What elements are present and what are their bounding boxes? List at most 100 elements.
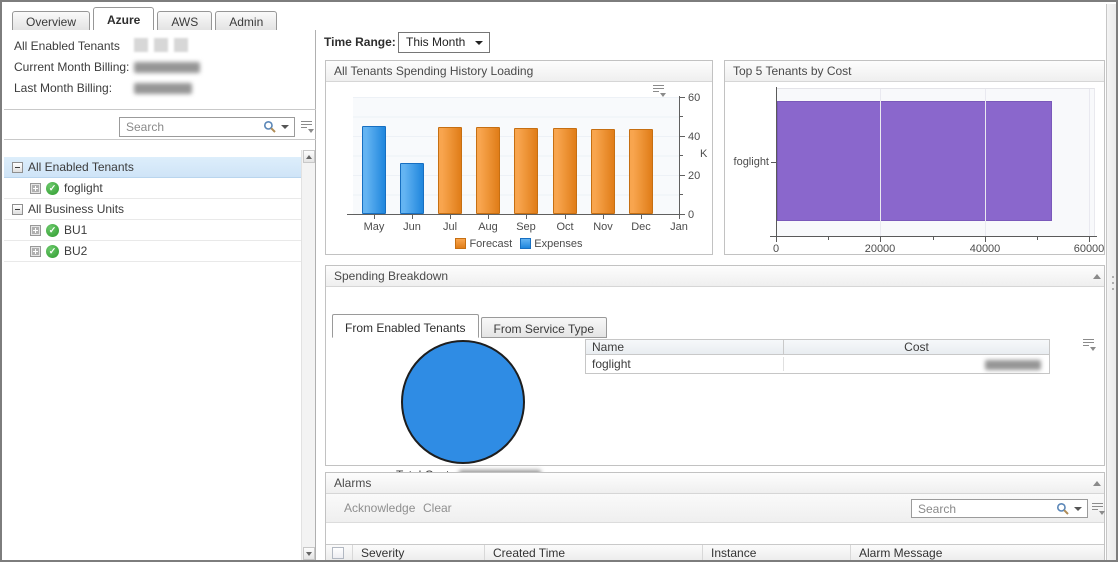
x-axis-label: Nov [593, 221, 613, 233]
y-axis-ticks: 0 20 40 60 [679, 92, 721, 221]
customizer-icon[interactable] [653, 85, 666, 97]
cost-pie-chart[interactable] [401, 340, 525, 464]
redacted-value [134, 83, 192, 94]
top5-bar-foglight[interactable] [777, 101, 1052, 221]
panel-title: Spending Breakdown [334, 269, 449, 283]
search-options-caret-icon[interactable] [1074, 507, 1082, 511]
x-axis-ticks: 0 20000 40000 60000 [773, 237, 1104, 255]
select-all-cell [326, 545, 353, 560]
panel-title: Alarms [334, 476, 372, 490]
column-header-severity[interactable]: Severity [353, 545, 485, 560]
history-bar-jul[interactable] [438, 127, 462, 214]
divider [4, 109, 316, 110]
breakdown-table: Name Cost foglight [585, 339, 1050, 374]
x-axis-label: Aug [478, 221, 498, 233]
right-splitter[interactable] [1106, 4, 1116, 560]
table-header-row: Name Cost [586, 340, 1049, 355]
collapse-icon[interactable] [12, 203, 23, 215]
panel-header: Spending Breakdown [326, 266, 1104, 287]
history-bar-nov[interactable] [591, 129, 615, 214]
history-bar-oct[interactable] [553, 128, 577, 214]
x-axis-label: Sep [516, 221, 536, 233]
sidebar-scrollbar[interactable] [301, 150, 315, 560]
time-range-select[interactable]: This Month [398, 32, 490, 53]
search-icon[interactable] [263, 120, 277, 139]
table-row[interactable]: foglight [586, 355, 1049, 373]
expand-icon[interactable] [30, 182, 41, 194]
column-header-instance[interactable]: Instance [703, 545, 851, 560]
panel-header: Alarms [326, 473, 1104, 494]
x-axis-label: 20000 [864, 243, 896, 255]
customizer-icon[interactable] [301, 121, 314, 133]
tab-overview[interactable]: Overview [12, 11, 91, 32]
history-bar-may[interactable] [362, 126, 386, 214]
cell-cost [784, 357, 1049, 371]
panel-title: Top 5 Tenants by Cost [725, 61, 1104, 82]
x-axis-label: May [363, 221, 385, 233]
sidebar-search-input[interactable] [120, 118, 294, 136]
panel-top5-tenants: Top 5 Tenants by Cost foglight 0 20000 400… [724, 60, 1105, 255]
customizer-icon[interactable] [1083, 339, 1096, 351]
summary-current-billing-label: Current Month Billing: [14, 60, 130, 74]
select-all-checkbox[interactable] [332, 547, 344, 559]
panel-spending-breakdown: Spending Breakdown From Enabled Tenants … [325, 265, 1105, 482]
time-range-value: This Month [406, 35, 466, 49]
chevron-down-icon [475, 41, 483, 45]
column-header-name[interactable]: Name [586, 340, 784, 354]
tree-item-label: All Enabled Tenants [28, 160, 134, 174]
expand-icon[interactable] [30, 245, 41, 257]
tree-item-bu1[interactable]: BU1 [4, 220, 301, 241]
history-bar-aug[interactable] [476, 127, 500, 214]
collapse-icon[interactable] [12, 161, 23, 173]
history-bar-jun[interactable] [400, 163, 424, 214]
tab-admin[interactable]: Admin [215, 11, 278, 32]
tab-from-enabled-tenants[interactable]: From Enabled Tenants [332, 314, 479, 338]
breakdown-tabbar: From Enabled Tenants From Service Type [332, 314, 607, 338]
tree-item-all-enabled-tenants[interactable]: All Enabled Tenants [4, 157, 301, 178]
redacted-value [985, 359, 1041, 370]
collapse-panel-icon[interactable] [1093, 274, 1101, 279]
collapse-panel-icon[interactable] [1093, 481, 1101, 486]
tree-item-bu2[interactable]: BU2 [4, 241, 301, 262]
status-ok-icon [46, 181, 59, 195]
history-chart-plot [353, 97, 679, 214]
panel-alarms: Alarms Acknowledge Clear Severity Cre [325, 472, 1105, 560]
redacted-value [134, 62, 200, 73]
panel-title: All Tenants Spending History Loading [326, 61, 712, 82]
alarms-search [911, 499, 1088, 518]
x-axis-label: Jul [442, 221, 458, 233]
tree-item-label: foglight [64, 181, 103, 195]
history-bar-sep[interactable] [514, 128, 538, 214]
x-axis-label: Dec [631, 221, 651, 233]
customizer-icon[interactable] [1092, 503, 1105, 515]
sidebar-search [119, 117, 295, 137]
alarms-toolbar: Acknowledge Clear [326, 494, 1105, 523]
column-header-cost[interactable]: Cost [904, 340, 929, 354]
chart-legend: Forecast Expenses [326, 238, 712, 250]
tree-item-all-business-units[interactable]: All Business Units [4, 199, 301, 220]
category-label: foglight [733, 156, 769, 168]
scroll-down-button[interactable] [303, 547, 315, 560]
search-icon[interactable] [1056, 502, 1070, 521]
column-header-created-time[interactable]: Created Time [485, 545, 703, 560]
y-axis [776, 87, 777, 237]
tab-from-service-type[interactable]: From Service Type [480, 317, 607, 338]
x-axis-labels: May Jun Jul Aug Sep Oct Nov Dec Jan [353, 221, 688, 234]
legend-swatch-icon [455, 238, 467, 249]
history-bar-dec[interactable] [629, 129, 653, 214]
redacted-value [174, 38, 188, 52]
column-header-alarm-message[interactable]: Alarm Message [859, 546, 943, 560]
x-axis-label: Oct [556, 221, 574, 233]
alarms-search-input[interactable] [912, 500, 1087, 517]
scroll-up-button[interactable] [303, 150, 315, 163]
legend-swatch-icon [520, 238, 532, 249]
clear-button[interactable]: Clear [423, 501, 452, 515]
search-options-caret-icon[interactable] [281, 125, 289, 129]
expand-icon[interactable] [30, 224, 41, 236]
tree-item-foglight[interactable]: foglight [4, 178, 301, 199]
tab-aws[interactable]: AWS [157, 11, 213, 32]
tab-azure[interactable]: Azure [93, 7, 155, 32]
acknowledge-button[interactable]: Acknowledge [344, 501, 416, 515]
status-ok-icon [46, 244, 59, 258]
